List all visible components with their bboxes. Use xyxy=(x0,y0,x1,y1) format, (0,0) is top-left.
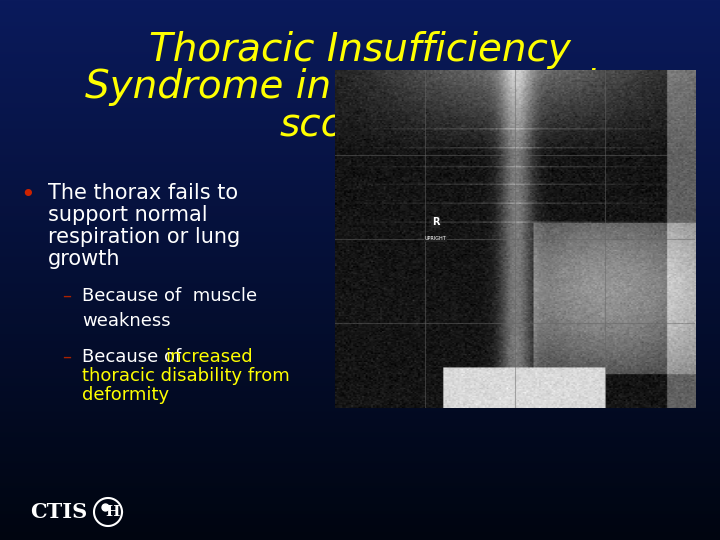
Text: –: – xyxy=(62,287,71,305)
Text: UPRIGHT: UPRIGHT xyxy=(425,237,446,241)
Text: –: – xyxy=(62,348,71,366)
Text: Thoracic Insufficiency: Thoracic Insufficiency xyxy=(149,31,571,69)
Text: respiration or lung: respiration or lung xyxy=(48,227,240,247)
Text: thoracic disability from: thoracic disability from xyxy=(82,367,289,385)
Text: H: H xyxy=(105,505,120,519)
Text: scoliosis: scoliosis xyxy=(279,105,441,143)
Text: support normal: support normal xyxy=(48,205,207,225)
Text: The thorax fails to: The thorax fails to xyxy=(48,183,238,203)
Text: R: R xyxy=(432,217,439,227)
Text: Because of: Because of xyxy=(82,348,187,366)
Text: deformity: deformity xyxy=(82,386,169,404)
Text: •: • xyxy=(21,183,35,207)
Text: increased: increased xyxy=(165,348,253,366)
Text: CTIS: CTIS xyxy=(30,502,87,522)
Text: Syndrome in neuromuscular: Syndrome in neuromuscular xyxy=(85,68,635,106)
Text: growth: growth xyxy=(48,249,120,269)
Text: Because of  muscle
weakness: Because of muscle weakness xyxy=(82,287,257,330)
